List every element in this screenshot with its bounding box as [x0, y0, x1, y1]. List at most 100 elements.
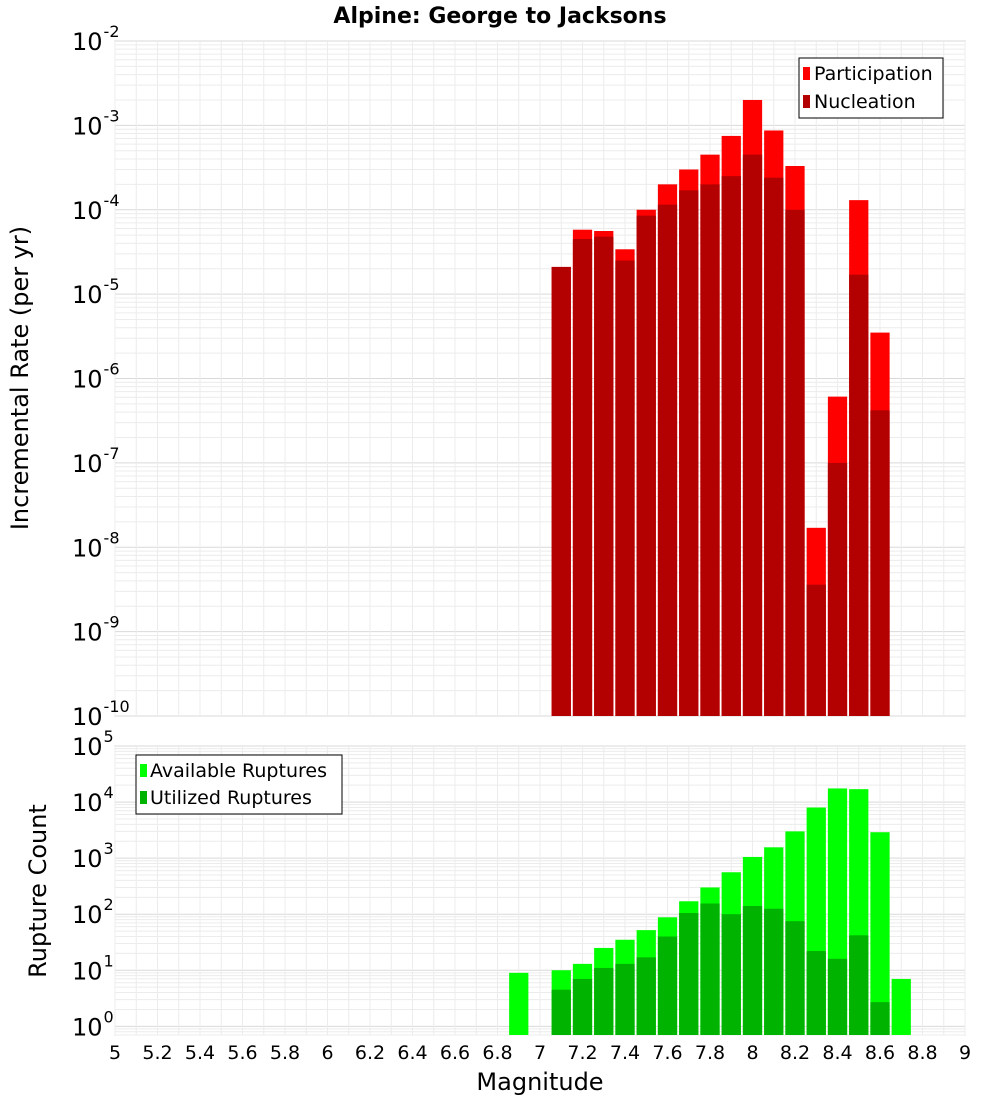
bottom-bar-utilized-ruptures [827, 958, 848, 1035]
bottom-bar-utilized-ruptures [572, 978, 593, 1035]
available-legend-label: Available Ruptures [150, 760, 327, 782]
top-y-tick-exponent: -6 [104, 360, 120, 379]
top-y-tick-label: 10-10 [72, 697, 130, 731]
bottom-y-tick-exponent: 3 [104, 839, 114, 858]
bottom-bar-utilized-ruptures [657, 936, 678, 1035]
top-bar-nucleation [700, 184, 720, 717]
top-bar-nucleation [785, 209, 805, 716]
top-bar-nucleation [870, 410, 890, 716]
bottom-bar-utilized-ruptures [551, 989, 571, 1035]
top-y-tick-labels: 10-10 10-9 10-8 10-7 10-6 10-5 10-4 10-3 10-2 [72, 22, 130, 731]
x-tick-label: 8.8 [907, 1042, 937, 1064]
top-bar-nucleation [849, 274, 869, 716]
x-tick-label: 7.6 [652, 1042, 682, 1064]
bottom-y-axis-label: Rupture Count [24, 804, 52, 978]
x-tick-label: 8.2 [780, 1042, 810, 1064]
top-y-tick-exponent: -3 [104, 106, 120, 125]
nucleation-legend-label: Nucleation [814, 91, 916, 113]
bottom-bar-available-ruptures [870, 832, 890, 1035]
bottom-y-tick-label: 105 [72, 727, 114, 761]
bottom-bar-utilized-ruptures [785, 921, 805, 1035]
top-bar-nucleation [827, 462, 848, 716]
top-bar-nucleation [764, 177, 784, 716]
x-tick-label: 6.6 [440, 1042, 470, 1064]
top-bar-nucleation [657, 204, 678, 717]
x-tick-label: 6.4 [397, 1042, 427, 1064]
participation-legend-label: Participation [814, 63, 933, 85]
x-tick-label: 8.6 [865, 1042, 895, 1064]
x-tick-labels: 5 5.2 5.4 5.6 5.8 6 6.2 6.4 6.6 6.8 7 7.2 7.4 7.6 7.8 8… [109, 1042, 971, 1064]
top-y-axis-label: Incremental Rate (per yr) [6, 226, 34, 530]
bottom-bar-available-ruptures [509, 972, 529, 1035]
bottom-y-tick-exponent: 1 [104, 951, 114, 970]
utilized-legend-swatch [140, 791, 147, 804]
x-tick-label: 7.8 [695, 1042, 725, 1064]
x-tick-label: 5.8 [270, 1042, 300, 1064]
top-bar-nucleation [636, 215, 656, 717]
top-legend-box [798, 57, 944, 119]
chart-title: Alpine: George to Jacksons [333, 4, 666, 29]
top-y-tick-label: 10-7 [72, 444, 120, 478]
bottom-bar-utilized-ruptures [870, 1002, 890, 1035]
top-bar-nucleation [615, 260, 635, 716]
bottom-bar-utilized-ruptures [679, 913, 699, 1035]
bottom-y-tick-exponent: 2 [104, 895, 114, 914]
bottom-bar-utilized-ruptures [594, 967, 614, 1035]
x-tick-label: 6.2 [355, 1042, 385, 1064]
x-tick-label: 9 [959, 1042, 971, 1064]
bottom-y-tick-exponent: 4 [104, 783, 114, 802]
top-y-tick-label: 10-3 [72, 106, 120, 140]
top-plot: 10-10 10-9 10-8 10-7 10-6 10-5 10-4 10-3 10-2 In… [6, 22, 966, 731]
utilized-legend-label: Utilized Ruptures [150, 787, 312, 809]
bottom-bar-utilized-ruptures [806, 951, 826, 1035]
top-y-tick-exponent: -5 [104, 275, 120, 294]
top-y-tick-label: 10-5 [72, 275, 120, 309]
top-y-tick-label: 10-9 [72, 613, 120, 647]
top-bar-nucleation [551, 266, 571, 716]
top-y-tick-exponent: -8 [104, 528, 120, 547]
available-legend-swatch [140, 764, 147, 777]
top-y-tick-label: 10-4 [72, 191, 120, 225]
x-tick-label: 7 [534, 1042, 546, 1064]
nucleation-legend-swatch [803, 95, 810, 108]
bottom-bar-utilized-ruptures [721, 914, 741, 1035]
bottom-bar-utilized-ruptures [700, 903, 720, 1035]
bottom-y-tick-exponent: 5 [104, 727, 114, 746]
x-tick-label: 6 [321, 1042, 333, 1064]
bottom-y-tick-exponent: 0 [104, 1007, 114, 1026]
bottom-y-tick-label: 100 [72, 1007, 114, 1041]
bottom-bar-available-ruptures [891, 978, 911, 1035]
top-y-tick-label: 10-2 [72, 22, 120, 56]
bottom-bar-utilized-ruptures [849, 935, 869, 1035]
x-axis-label: Magnitude [476, 1068, 603, 1096]
top-y-tick-exponent: -9 [104, 613, 120, 632]
top-bar-nucleation [572, 239, 593, 716]
x-tick-label: 8 [746, 1042, 758, 1064]
bottom-bar-utilized-ruptures [636, 957, 656, 1035]
participation-legend-swatch [803, 67, 810, 80]
x-tick-label: 5.6 [227, 1042, 257, 1064]
top-bar-nucleation [721, 176, 741, 716]
x-tick-label: 6.8 [482, 1042, 512, 1064]
top-bar-nucleation [594, 236, 614, 716]
top-y-tick-label: 10-8 [72, 528, 120, 562]
top-bar-nucleation [806, 584, 826, 716]
x-tick-label: 5.2 [142, 1042, 172, 1064]
top-legend: Participation Nucleation [798, 57, 944, 119]
x-tick-label: 5 [109, 1042, 121, 1064]
bottom-bar-utilized-ruptures [742, 905, 763, 1035]
bottom-legend-box [135, 754, 343, 815]
top-bars [551, 99, 890, 717]
top-bar-nucleation [742, 154, 763, 716]
top-bar-nucleation [679, 190, 699, 716]
top-y-tick-exponent: -10 [104, 697, 130, 716]
x-tick-label: 7.4 [610, 1042, 640, 1064]
x-tick-label: 7.2 [567, 1042, 597, 1064]
bottom-y-tick-label: 103 [72, 839, 114, 873]
bottom-legend: Available Ruptures Utilized Ruptures [135, 754, 343, 815]
top-y-tick-label: 10-6 [72, 360, 120, 394]
x-tick-label: 8.4 [822, 1042, 852, 1064]
